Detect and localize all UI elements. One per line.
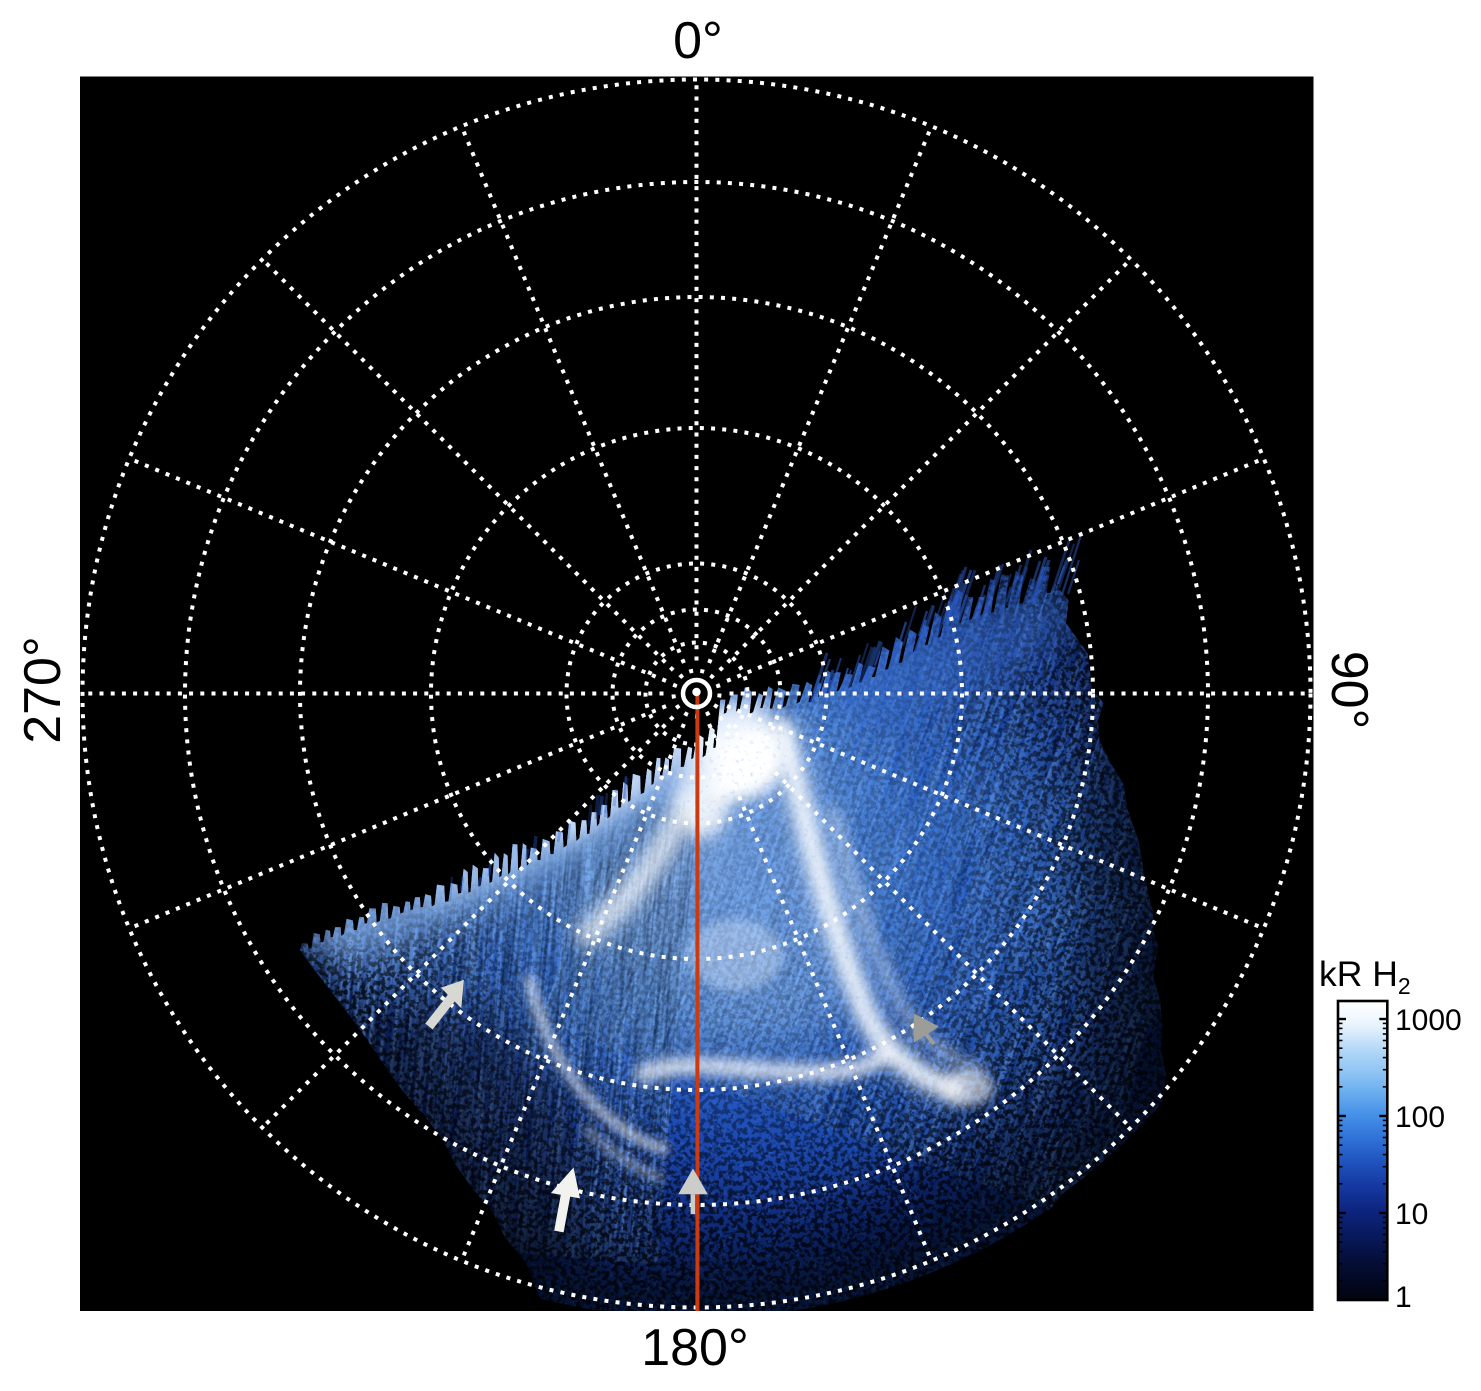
svg-text:0°: 0° <box>673 12 723 70</box>
svg-text:100: 100 <box>1395 1101 1445 1134</box>
svg-text:1000: 1000 <box>1395 1004 1462 1037</box>
svg-text:10: 10 <box>1395 1198 1428 1231</box>
svg-text:kR H2: kR H2 <box>1319 954 1411 999</box>
svg-text:180°: 180° <box>641 1319 749 1377</box>
svg-text:90°: 90° <box>1320 651 1378 730</box>
svg-text:270°: 270° <box>14 636 72 744</box>
svg-text:1: 1 <box>1395 1281 1412 1314</box>
